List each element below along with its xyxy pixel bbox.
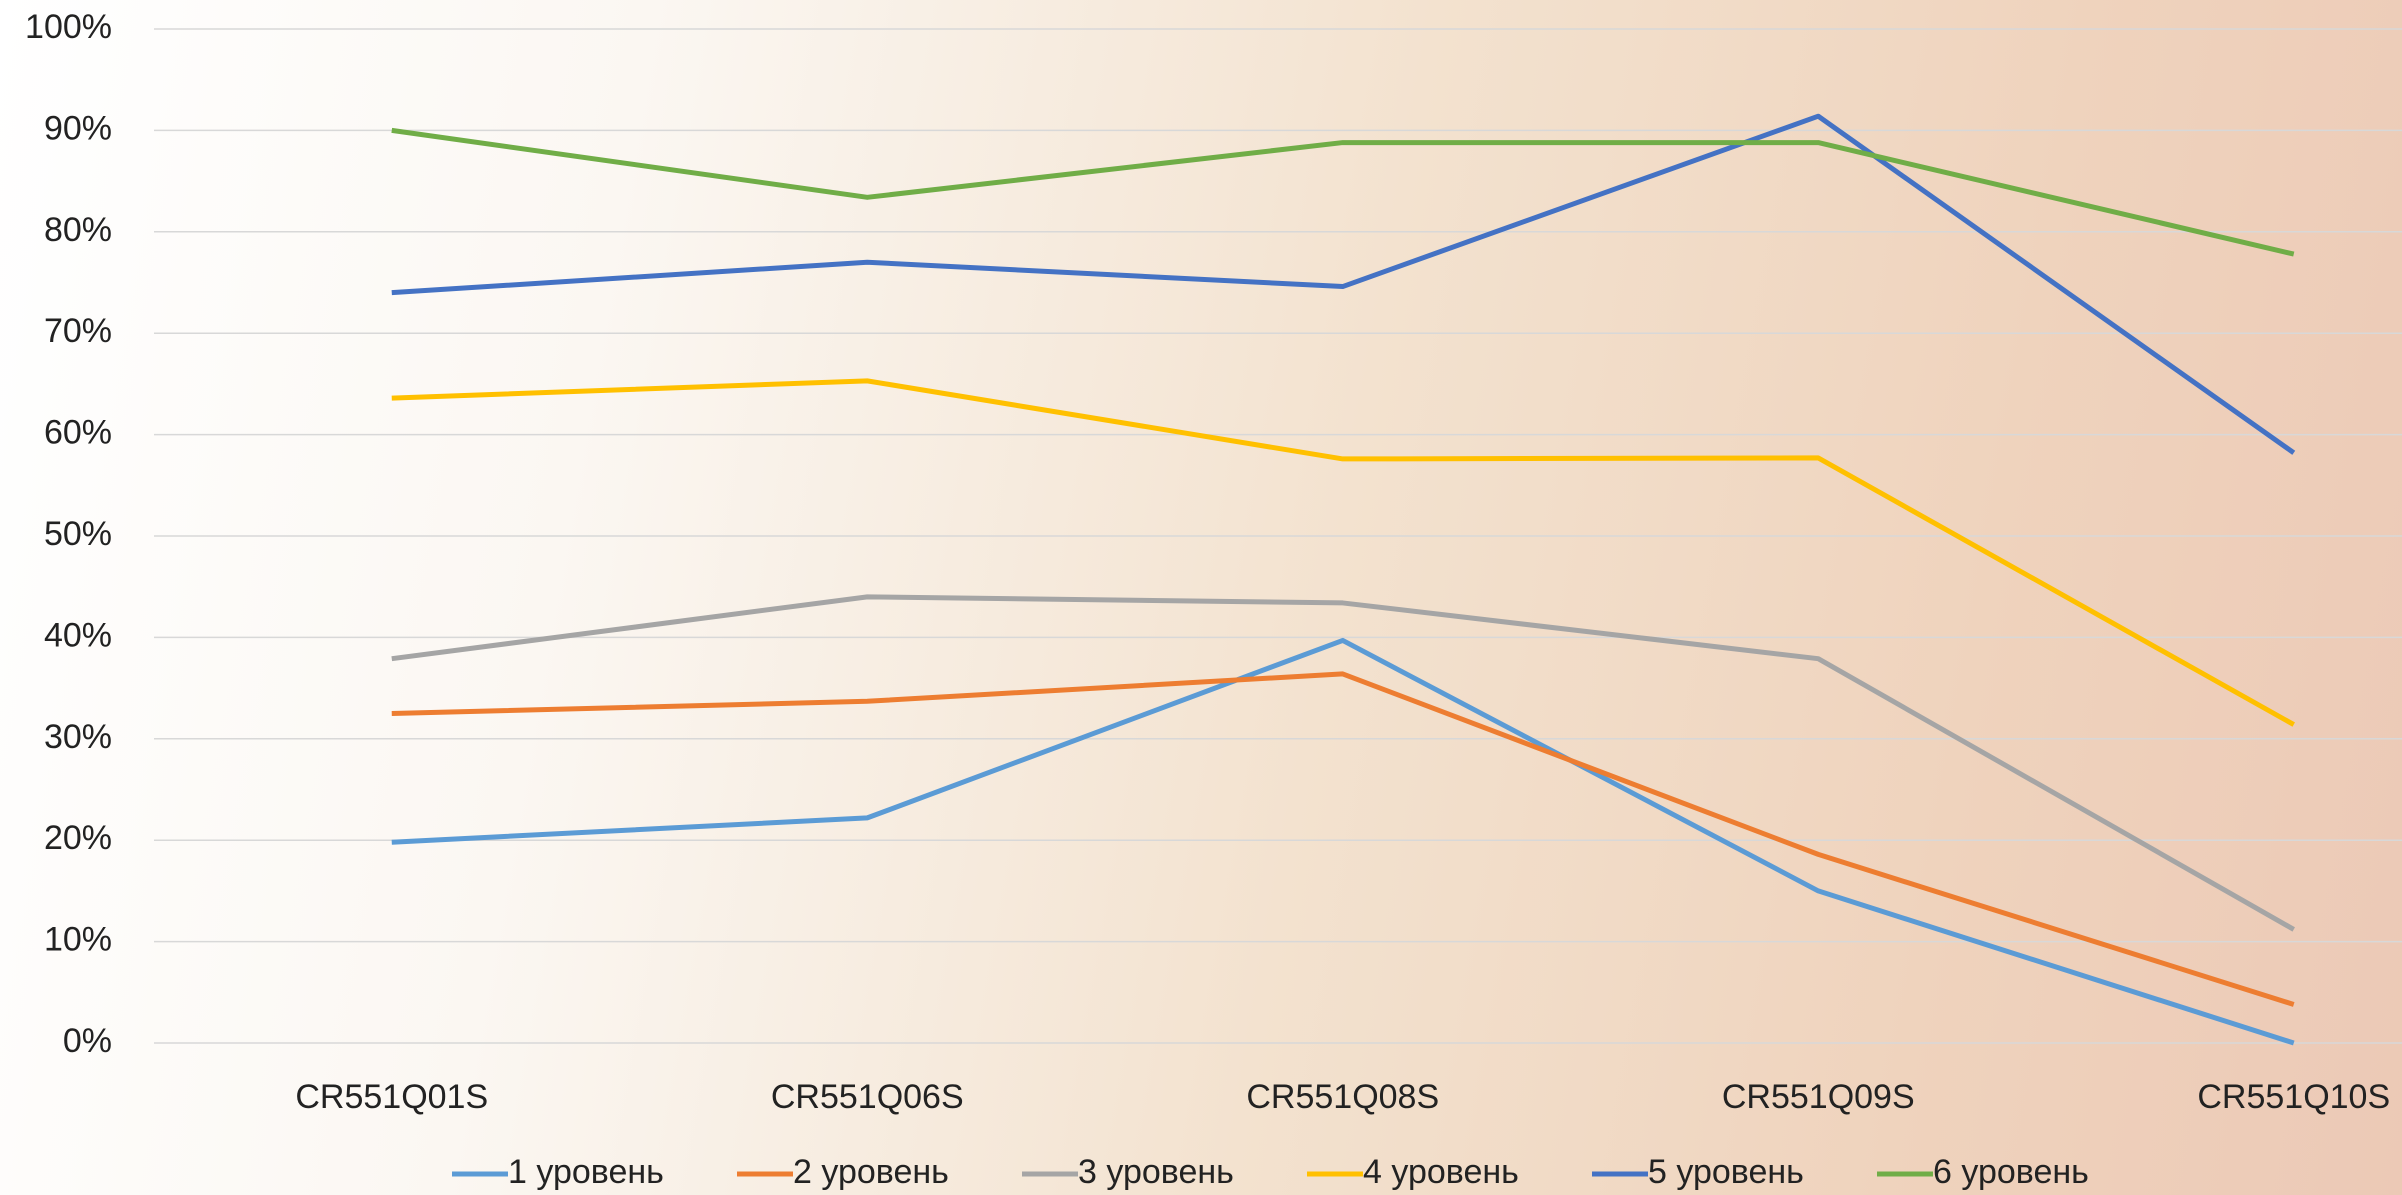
y-tick-label: 40%	[44, 616, 112, 654]
series-line	[391, 671, 2295, 1007]
y-tick-label: 70%	[44, 312, 112, 350]
x-tick-label: CR551Q06S	[771, 1078, 964, 1116]
series-line	[391, 637, 2295, 1046]
series-line	[391, 113, 2296, 455]
series-line	[391, 127, 2295, 257]
y-tick-label: 80%	[44, 211, 112, 249]
y-tick-label: 0%	[63, 1022, 112, 1060]
y-tick-label: 100%	[25, 8, 112, 46]
x-tick-label: CR551Q10S	[2197, 1078, 2390, 1116]
y-tick-label: 50%	[44, 515, 112, 553]
legend-label: 6 уровень	[1933, 1153, 2089, 1191]
y-tick-label: 10%	[44, 921, 112, 959]
x-tick-label: CR551Q01S	[295, 1078, 488, 1116]
x-tick-label: CR551Q09S	[1722, 1078, 1915, 1116]
legend-label: 5 уровень	[1648, 1153, 1804, 1191]
y-tick-label: 60%	[44, 414, 112, 452]
legend-label: 3 уровень	[1078, 1153, 1234, 1191]
y-tick-label: 90%	[44, 109, 112, 147]
y-tick-label: 30%	[44, 718, 112, 756]
x-tick-label: CR551Q08S	[1246, 1078, 1439, 1116]
series-line	[391, 594, 2295, 932]
y-tick-label: 20%	[44, 819, 112, 857]
legend-label: 1 уровень	[508, 1153, 664, 1191]
legend-label: 2 уровень	[793, 1153, 949, 1191]
series-line	[391, 378, 2295, 727]
legend-label: 4 уровень	[1363, 1153, 1519, 1191]
